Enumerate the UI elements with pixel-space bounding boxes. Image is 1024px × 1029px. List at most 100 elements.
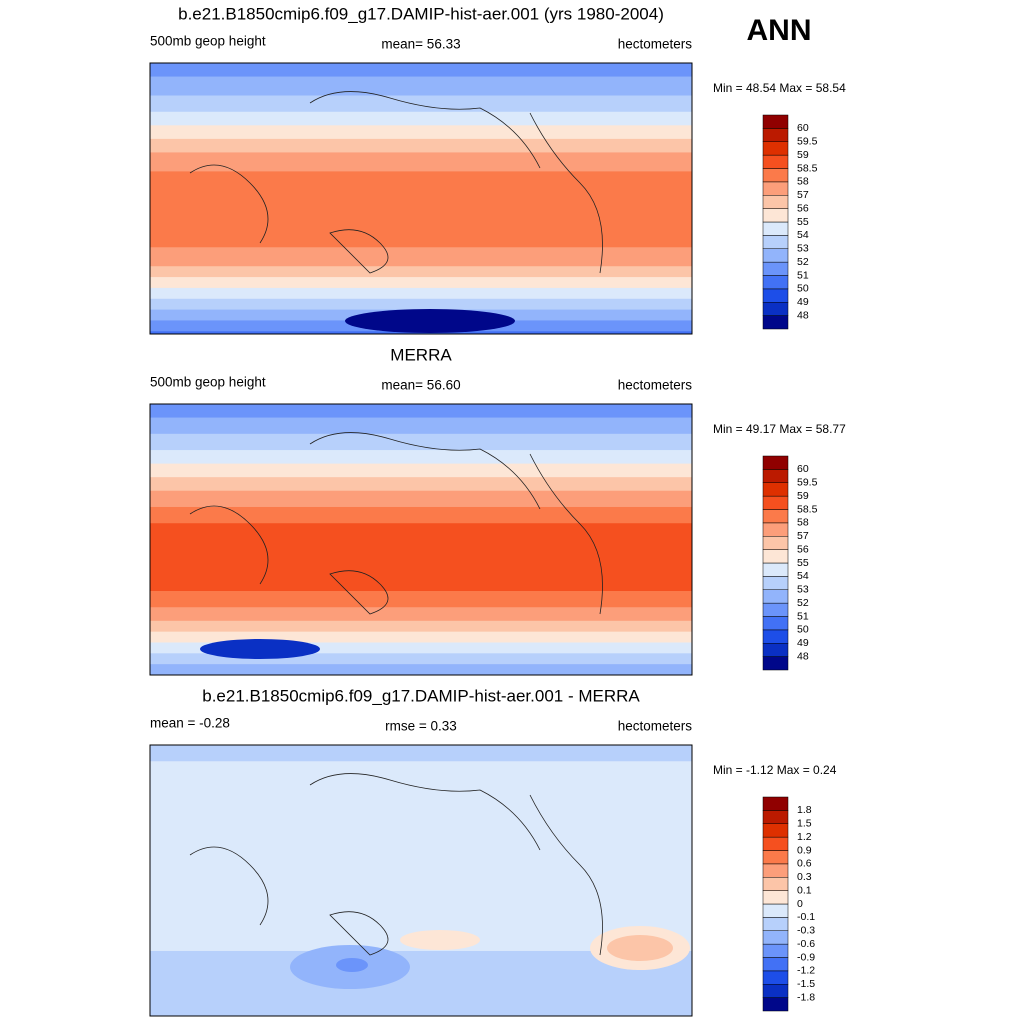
colorbar-label: 52 xyxy=(797,256,809,268)
map xyxy=(150,404,692,675)
panel-title: b.e21.B1850cmip6.f09_g17.DAMIP-hist-aer.… xyxy=(178,4,664,23)
colorbar-label: 0.6 xyxy=(797,858,812,870)
colorbar-label: -1.2 xyxy=(797,965,815,977)
colorbar-box xyxy=(762,562,789,577)
colorbar-box xyxy=(762,656,789,671)
colorbar-label: 52 xyxy=(797,597,809,609)
colorbar-label: 56 xyxy=(797,202,809,214)
contour-patch xyxy=(345,309,515,333)
map-frame xyxy=(149,744,693,1017)
colorbar-label: 1.8 xyxy=(797,804,812,816)
left-subtitle: 500mb geop height xyxy=(150,34,266,49)
contour-band xyxy=(150,761,692,952)
colorbar-label: 59.5 xyxy=(797,477,818,489)
colorbar-box xyxy=(762,943,789,958)
colorbar-label: 50 xyxy=(797,624,809,636)
colorbar-label: 0.9 xyxy=(797,844,812,856)
right-subtitle: hectometers xyxy=(618,378,693,393)
colorbar-box xyxy=(762,823,789,838)
colorbar-box xyxy=(762,903,789,918)
colorbar-box xyxy=(762,917,789,931)
contour-patch xyxy=(607,935,673,961)
right-subtitle: hectometers xyxy=(618,719,693,734)
colorbar-label: 50 xyxy=(797,283,809,295)
colorbar-label: -1.8 xyxy=(797,991,815,1003)
colorbar-box xyxy=(762,796,789,811)
colorbar-label: 57 xyxy=(797,189,809,201)
colorbar-label: 59 xyxy=(797,490,809,502)
contour-band xyxy=(150,590,692,609)
center-subtitle: mean= 56.60 xyxy=(381,378,460,393)
colorbar-label: 59.5 xyxy=(797,136,818,148)
contour-band xyxy=(150,607,692,622)
colorbar-label: -0.6 xyxy=(797,938,815,950)
colorbar-label: 0.1 xyxy=(797,884,812,896)
colorbar-box xyxy=(762,208,789,223)
colorbar-box xyxy=(762,997,789,1012)
colorbar-box xyxy=(762,235,789,249)
contour-band xyxy=(150,111,692,127)
colorbar-box xyxy=(762,315,789,330)
contour-band xyxy=(150,331,692,334)
colorbar-box xyxy=(762,930,789,945)
contour-band xyxy=(150,433,692,452)
colorbar-box xyxy=(762,576,789,590)
contour-band xyxy=(150,404,692,419)
contour-band xyxy=(150,152,692,173)
center-subtitle: mean= 56.33 xyxy=(381,37,460,52)
min-max-label: Min = 48.54 Max = 58.54 xyxy=(713,81,846,95)
colorbar-box xyxy=(762,629,789,644)
colorbar-box xyxy=(762,455,789,470)
colorbar-box xyxy=(762,482,789,497)
colorbar-box xyxy=(762,275,789,290)
contour-band xyxy=(150,463,692,479)
colorbar-label: 58 xyxy=(797,176,809,188)
colorbar-box xyxy=(762,261,789,276)
colorbar-box xyxy=(762,850,789,865)
contour-band xyxy=(150,277,692,289)
colorbar-box xyxy=(762,128,789,142)
colorbar-label: 49 xyxy=(797,296,809,308)
colorbar-label: 58.5 xyxy=(797,503,818,515)
contour-band xyxy=(150,490,692,508)
colorbar-box xyxy=(762,536,789,550)
colorbar-box xyxy=(762,836,789,851)
contour-band xyxy=(150,95,692,113)
season-label: ANN xyxy=(747,14,812,47)
contour-band xyxy=(150,664,692,675)
colorbar-box xyxy=(762,890,789,905)
right-subtitle: hectometers xyxy=(618,37,693,52)
colorbar-box xyxy=(762,195,789,209)
panel-title: b.e21.B1850cmip6.f09_g17.DAMIP-hist-aer.… xyxy=(202,686,640,705)
colorbar-label: -0.1 xyxy=(797,911,815,923)
contour-band xyxy=(150,642,692,655)
panel-title: MERRA xyxy=(390,345,452,364)
map-frame xyxy=(149,403,693,676)
colorbar-box xyxy=(762,643,789,657)
colorbar-box xyxy=(762,616,789,631)
colorbar-box xyxy=(762,154,789,169)
contour-band xyxy=(150,138,692,154)
contour-band xyxy=(150,266,692,279)
contour-band xyxy=(150,477,692,492)
colorbar-box xyxy=(762,984,789,998)
colorbar-box xyxy=(762,181,789,196)
colorbar-box xyxy=(762,302,789,316)
contour-patch xyxy=(440,793,500,817)
colorbar-label: 1.2 xyxy=(797,831,812,843)
map xyxy=(150,63,692,334)
contour-patch xyxy=(400,930,480,950)
contour-band xyxy=(150,620,692,633)
colorbar-label: 57 xyxy=(797,530,809,542)
colorbar-label: 58.5 xyxy=(797,162,818,174)
colorbar-label: 53 xyxy=(797,584,809,596)
colorbar-box xyxy=(762,288,789,303)
coastline xyxy=(189,91,603,274)
colorbar-label: 58 xyxy=(797,517,809,529)
contour-band xyxy=(150,653,692,666)
colorbar-box xyxy=(762,141,789,156)
colorbar-label: 0.3 xyxy=(797,871,812,883)
colorbar-label: 54 xyxy=(797,229,809,241)
colorbar-label: 55 xyxy=(797,557,809,569)
